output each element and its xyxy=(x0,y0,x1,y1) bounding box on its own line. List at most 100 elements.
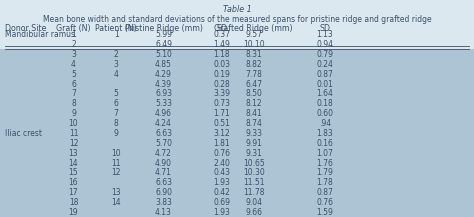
Text: 1.78: 1.78 xyxy=(316,178,333,187)
Text: 0.01: 0.01 xyxy=(316,80,333,89)
Text: 1.59: 1.59 xyxy=(316,208,333,217)
Text: SD: SD xyxy=(216,24,228,33)
Text: 1: 1 xyxy=(114,30,118,39)
Text: 1.93: 1.93 xyxy=(213,208,230,217)
Text: 8.74: 8.74 xyxy=(245,119,262,128)
Text: 9.31: 9.31 xyxy=(245,149,262,158)
Text: 0.87: 0.87 xyxy=(316,70,333,79)
Text: 9.57: 9.57 xyxy=(245,30,262,39)
Text: 0.03: 0.03 xyxy=(213,60,230,69)
Text: 11.78: 11.78 xyxy=(243,188,264,197)
Text: 6.63: 6.63 xyxy=(155,129,172,138)
Text: 7: 7 xyxy=(71,89,76,99)
Text: 0.16: 0.16 xyxy=(316,139,333,148)
Text: 0.76: 0.76 xyxy=(316,198,333,207)
Text: 8.12: 8.12 xyxy=(245,99,262,108)
Text: 17: 17 xyxy=(69,188,78,197)
Text: 6.90: 6.90 xyxy=(155,188,172,197)
Text: 10.10: 10.10 xyxy=(243,40,264,49)
Text: 2.40: 2.40 xyxy=(213,159,230,168)
Text: 1.64: 1.64 xyxy=(316,89,333,99)
Text: 0.24: 0.24 xyxy=(316,60,333,69)
Text: 0.37: 0.37 xyxy=(213,30,230,39)
Text: 3.83: 3.83 xyxy=(155,198,172,207)
Text: 0.87: 0.87 xyxy=(316,188,333,197)
Text: 3.12: 3.12 xyxy=(213,129,230,138)
Text: 5.99: 5.99 xyxy=(155,30,172,39)
Text: 4.72: 4.72 xyxy=(155,149,172,158)
Text: Patient (N): Patient (N) xyxy=(95,24,137,33)
Text: 8.41: 8.41 xyxy=(245,109,262,118)
Text: 5: 5 xyxy=(114,89,118,99)
Text: 9.33: 9.33 xyxy=(245,129,262,138)
Text: 9.04: 9.04 xyxy=(245,198,262,207)
Text: 4.90: 4.90 xyxy=(155,159,172,168)
Text: 1.81: 1.81 xyxy=(213,139,230,148)
Text: 0.73: 0.73 xyxy=(213,99,230,108)
Text: 8.82: 8.82 xyxy=(245,60,262,69)
Text: 5.70: 5.70 xyxy=(155,139,172,148)
Text: 14: 14 xyxy=(69,159,78,168)
Text: 6: 6 xyxy=(114,99,118,108)
Text: 7.78: 7.78 xyxy=(245,70,262,79)
Text: Grafted Ridge (mm): Grafted Ridge (mm) xyxy=(214,24,293,33)
Text: Iliac crest: Iliac crest xyxy=(5,129,42,138)
Text: 0.69: 0.69 xyxy=(213,198,230,207)
Text: 9.91: 9.91 xyxy=(245,139,262,148)
Text: Graft (N): Graft (N) xyxy=(56,24,91,33)
Text: 6.63: 6.63 xyxy=(155,178,172,187)
Text: 11: 11 xyxy=(69,129,78,138)
Text: 11: 11 xyxy=(111,159,121,168)
Text: 13: 13 xyxy=(111,188,121,197)
Text: SD: SD xyxy=(319,24,330,33)
Text: 10: 10 xyxy=(69,119,78,128)
Text: 0.19: 0.19 xyxy=(213,70,230,79)
Text: 3.39: 3.39 xyxy=(213,89,230,99)
Text: 10.30: 10.30 xyxy=(243,168,264,178)
Text: .94: .94 xyxy=(319,119,331,128)
Text: 6.49: 6.49 xyxy=(155,40,172,49)
Text: 4.71: 4.71 xyxy=(155,168,172,178)
Text: 4.96: 4.96 xyxy=(155,109,172,118)
Text: 4.29: 4.29 xyxy=(155,70,172,79)
Text: 8: 8 xyxy=(71,99,76,108)
Text: 5.33: 5.33 xyxy=(155,99,172,108)
Text: Mean bone width and standard deviations of the measured spans for pristine ridge: Mean bone width and standard deviations … xyxy=(43,15,431,24)
Text: 3: 3 xyxy=(114,60,118,69)
Text: 1: 1 xyxy=(71,30,76,39)
Text: 10.65: 10.65 xyxy=(243,159,264,168)
Text: 1.07: 1.07 xyxy=(316,149,333,158)
Text: 0.76: 0.76 xyxy=(213,149,230,158)
Text: 6.47: 6.47 xyxy=(245,80,262,89)
Text: 1.76: 1.76 xyxy=(316,159,333,168)
Text: 4: 4 xyxy=(71,60,76,69)
Text: 15: 15 xyxy=(69,168,78,178)
Text: 9: 9 xyxy=(114,129,118,138)
Text: 0.28: 0.28 xyxy=(213,80,230,89)
Text: 8.31: 8.31 xyxy=(245,50,262,59)
Text: 13: 13 xyxy=(69,149,78,158)
Text: 0.18: 0.18 xyxy=(316,99,333,108)
Text: 4: 4 xyxy=(114,70,118,79)
Text: 8: 8 xyxy=(114,119,118,128)
Text: 9: 9 xyxy=(71,109,76,118)
Text: 2: 2 xyxy=(114,50,118,59)
Text: 5.10: 5.10 xyxy=(155,50,172,59)
Text: 1.83: 1.83 xyxy=(316,129,333,138)
Text: 0.60: 0.60 xyxy=(316,109,333,118)
Text: 0.94: 0.94 xyxy=(316,40,333,49)
Text: 19: 19 xyxy=(69,208,78,217)
Text: 4.39: 4.39 xyxy=(155,80,172,89)
Text: Mandibular ramus: Mandibular ramus xyxy=(5,30,75,39)
Text: 9.66: 9.66 xyxy=(245,208,262,217)
Text: 10: 10 xyxy=(111,149,121,158)
Text: 4.13: 4.13 xyxy=(155,208,172,217)
Text: 1.79: 1.79 xyxy=(316,168,333,178)
Text: 16: 16 xyxy=(69,178,78,187)
Text: 5: 5 xyxy=(71,70,76,79)
Text: 7: 7 xyxy=(114,109,118,118)
Text: Donor Site: Donor Site xyxy=(5,24,46,33)
Text: 1.18: 1.18 xyxy=(213,50,230,59)
Text: 0.43: 0.43 xyxy=(213,168,230,178)
Text: 0.42: 0.42 xyxy=(213,188,230,197)
